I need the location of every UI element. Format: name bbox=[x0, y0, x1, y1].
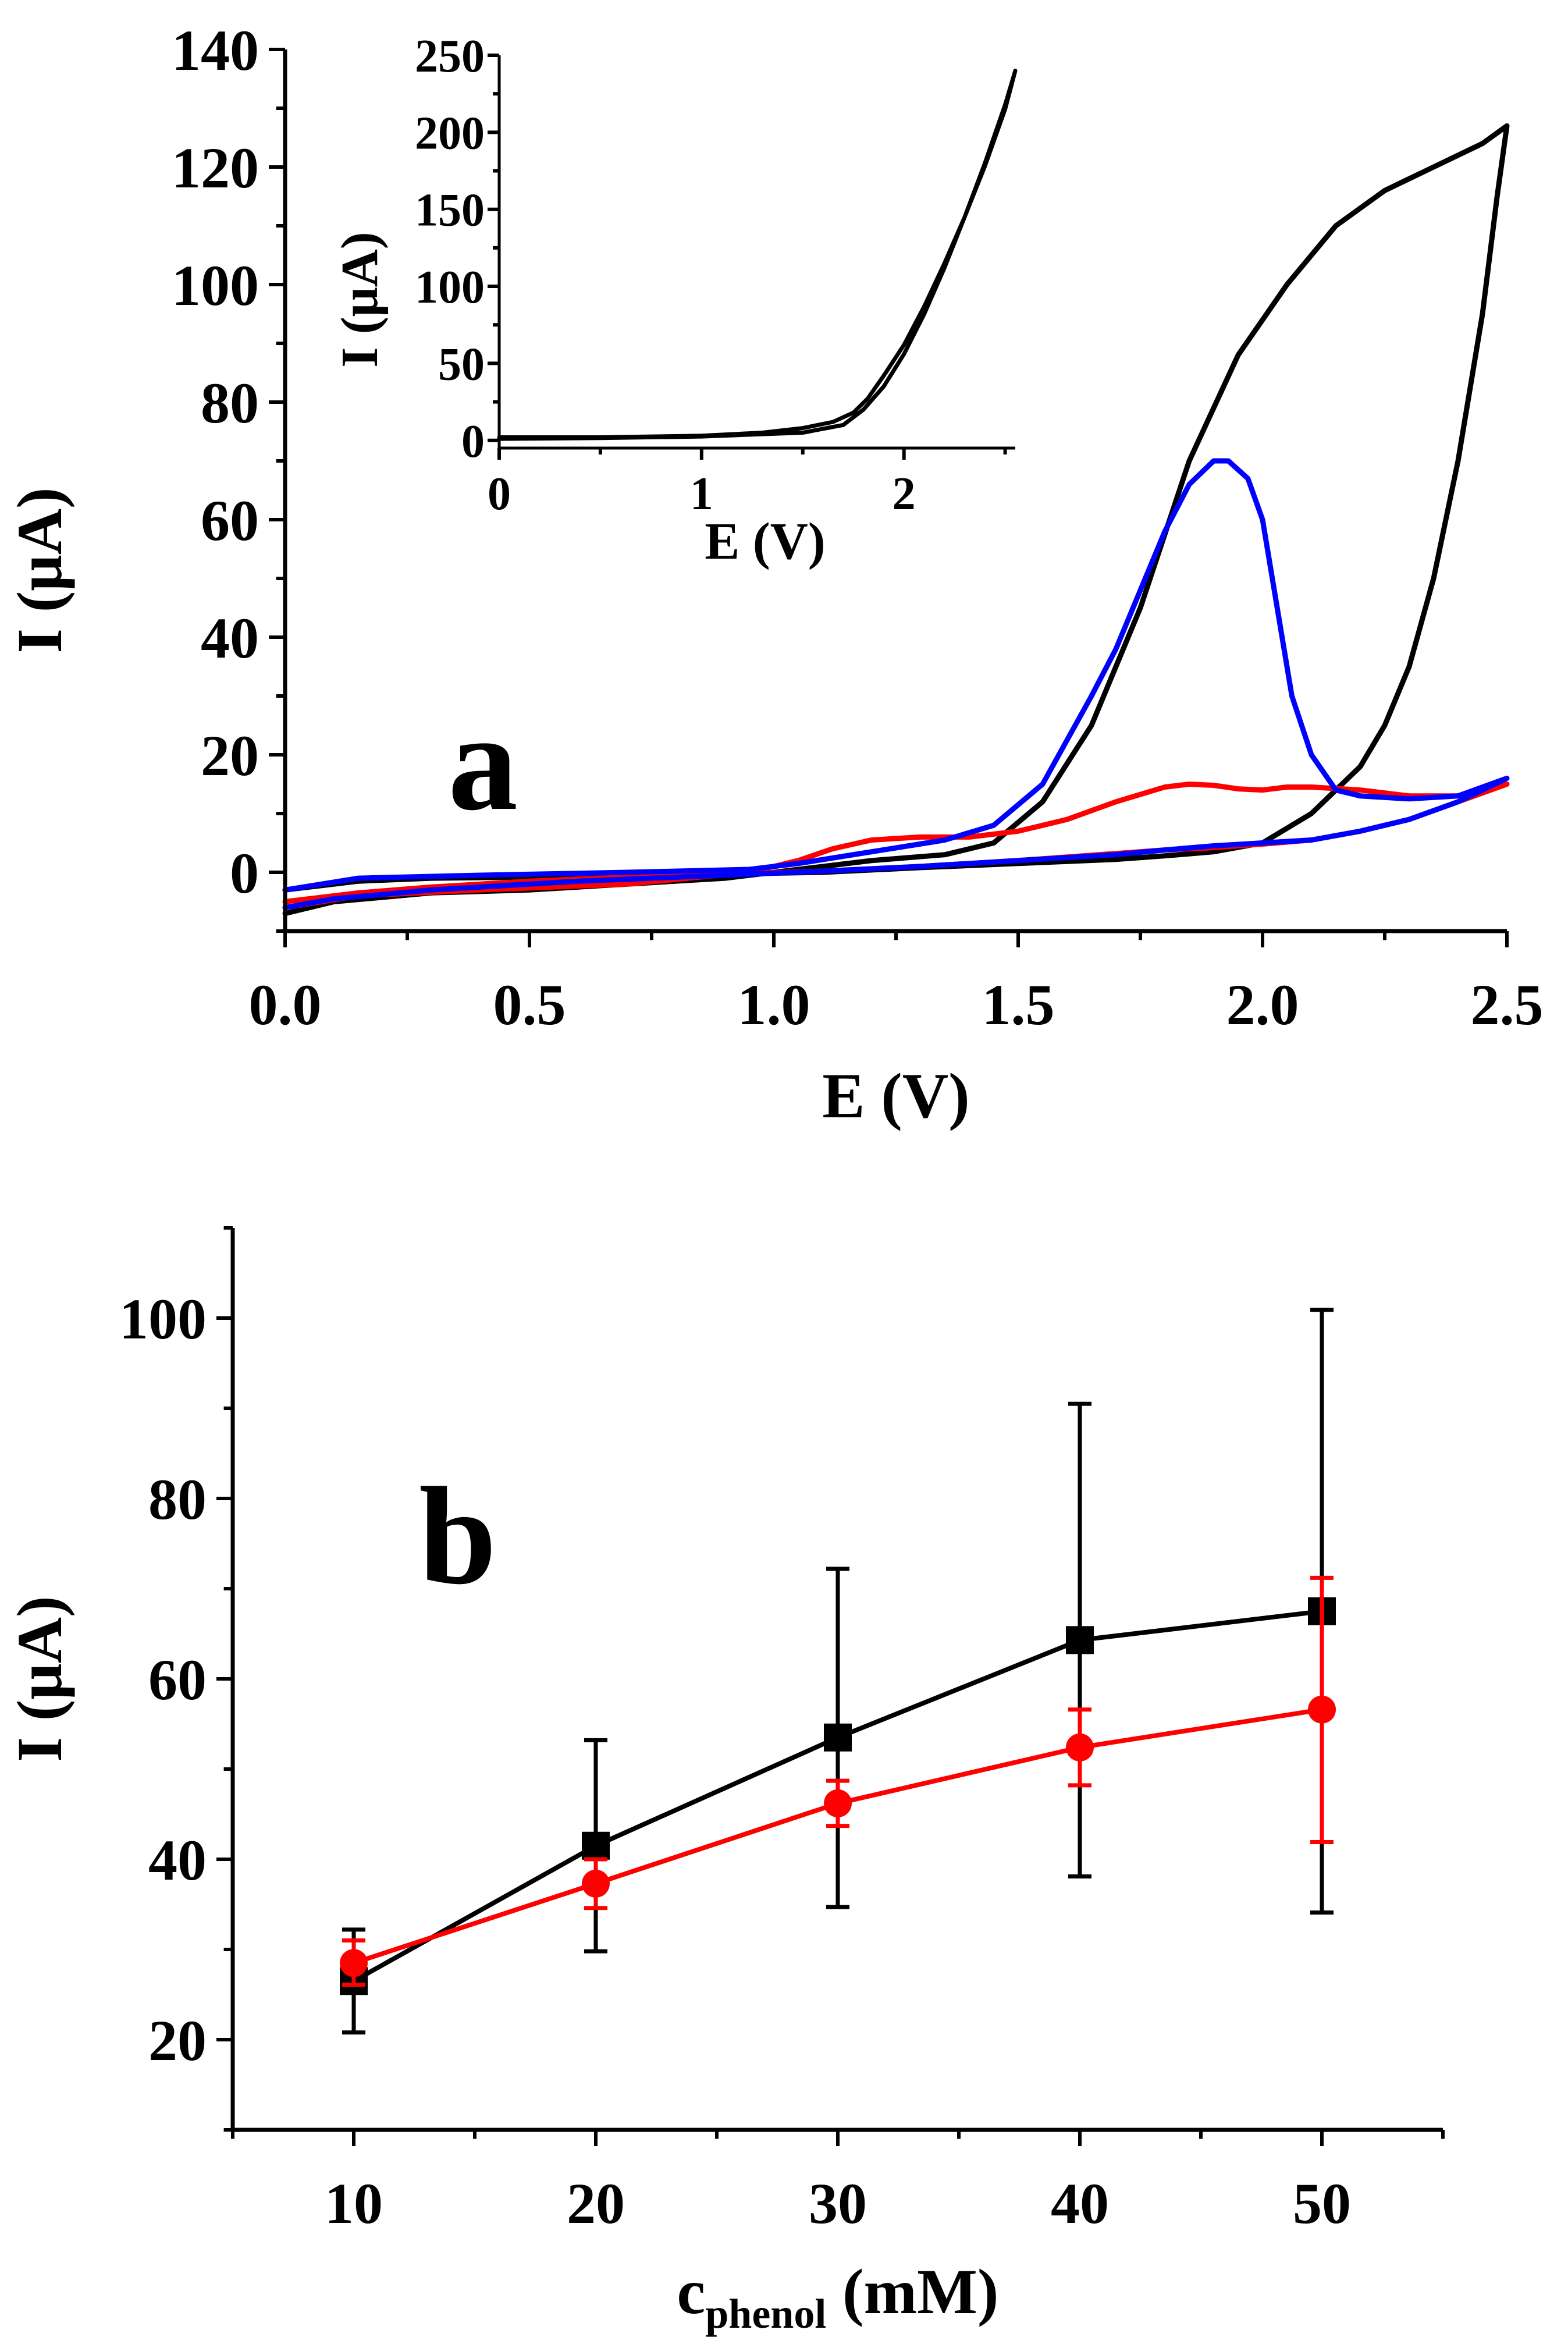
panel-a-curve-blue bbox=[282, 458, 1510, 911]
panel-a-y-tick-label: 100 bbox=[172, 253, 259, 318]
panel-b-point-circle bbox=[824, 1789, 852, 1817]
panel-a-y-tick-label: 60 bbox=[201, 488, 259, 553]
panel-b-point-circle bbox=[1066, 1733, 1094, 1762]
panel-b-y-tick-label: 60 bbox=[148, 1647, 207, 1712]
panel-b-y-tick-label: 100 bbox=[119, 1287, 207, 1351]
panel-b-point-square bbox=[1066, 1626, 1094, 1654]
panel-a-y-tick-label: 0 bbox=[230, 841, 259, 905]
panel-a-y-tick-label: 120 bbox=[172, 136, 259, 200]
panel-b-point-circle bbox=[582, 1869, 610, 1898]
panel-a-y-tick-label: 140 bbox=[172, 18, 259, 83]
panel-a-y-tick-label: 80 bbox=[201, 371, 259, 435]
panel-b-x-tick-label: 30 bbox=[809, 2171, 867, 2236]
panel-b-x-axis-label-subscript: phenol bbox=[705, 2290, 826, 2337]
inset-y-tick-label: 250 bbox=[415, 31, 485, 82]
panel-b-y-tick-label: 40 bbox=[148, 1828, 207, 1892]
inset-y-axis-label: I (μA) bbox=[331, 232, 389, 367]
panel-b-x-tick-label: 10 bbox=[325, 2171, 383, 2236]
panel-a-x-tick-label: 0.5 bbox=[493, 972, 566, 1037]
inset-series-group bbox=[497, 69, 1018, 441]
panel-a-inset: 0 1 2 0 50 100 150 200 250 E (V) I (μA) bbox=[331, 31, 1018, 570]
panel-b-point-square bbox=[824, 1723, 852, 1752]
inset-curve-black bbox=[497, 69, 1018, 441]
panel-b-point-square bbox=[582, 1831, 610, 1860]
panel-b-series-group bbox=[340, 1308, 1336, 2035]
panel-a-y-tick-label: 40 bbox=[201, 606, 259, 670]
panel-a-y-tick-label: 20 bbox=[201, 723, 259, 788]
panel-a-y-axis-label: I (μA) bbox=[4, 487, 75, 653]
panel-a-x-tick-label: 2.5 bbox=[1471, 972, 1544, 1037]
panel-a-x-tick-label: 2.0 bbox=[1226, 972, 1299, 1037]
inset-x-tick-label: 2 bbox=[893, 468, 916, 520]
panel-b-point-circle bbox=[1308, 1695, 1336, 1724]
panel-b: 10 20 30 40 50 20 40 60 80 100 b cphenol (mM) I (… bbox=[4, 1226, 1445, 2337]
panel-a-x-tick-label: 1.0 bbox=[738, 972, 810, 1037]
panel-a-series-group bbox=[282, 123, 1510, 917]
inset-y-tick-label: 0 bbox=[461, 416, 485, 467]
panel-b-y-tick-label: 80 bbox=[148, 1467, 207, 1532]
panel-a-x-axis-label: E (V) bbox=[822, 1060, 970, 1131]
panel-b-x-axis-label-main: c bbox=[677, 2256, 705, 2327]
panel-a-label: a bbox=[448, 684, 518, 839]
panel-b-x-axis-label-unit: (mM) bbox=[826, 2256, 998, 2327]
panel-b-x-tick-label: 40 bbox=[1051, 2171, 1109, 2236]
panel-a-x-tick-label: 1.5 bbox=[982, 972, 1055, 1037]
panel-b-label: b bbox=[419, 1458, 496, 1613]
panel-b-x-tick-label: 20 bbox=[567, 2171, 625, 2236]
inset-x-tick-label: 0 bbox=[488, 468, 511, 520]
inset-x-tick-label: 1 bbox=[690, 468, 713, 520]
inset-y-tick-label: 100 bbox=[415, 262, 485, 313]
inset-y-tick-label: 150 bbox=[415, 185, 485, 236]
inset-y-tick-label: 200 bbox=[415, 108, 485, 159]
panel-b-point-circle bbox=[340, 1949, 368, 1977]
panel-b-y-axis-label: I (μA) bbox=[4, 1596, 75, 1762]
panel-b-x-tick-label: 50 bbox=[1293, 2171, 1351, 2236]
inset-x-axis-label: E (V) bbox=[705, 513, 825, 570]
inset-y-tick-label: 50 bbox=[438, 339, 485, 390]
panel-b-y-tick-label: 20 bbox=[148, 2008, 207, 2073]
panel-b-x-axis-label: cphenol (mM) bbox=[677, 2256, 998, 2337]
panel-a-x-tick-label: 0.0 bbox=[249, 972, 322, 1037]
